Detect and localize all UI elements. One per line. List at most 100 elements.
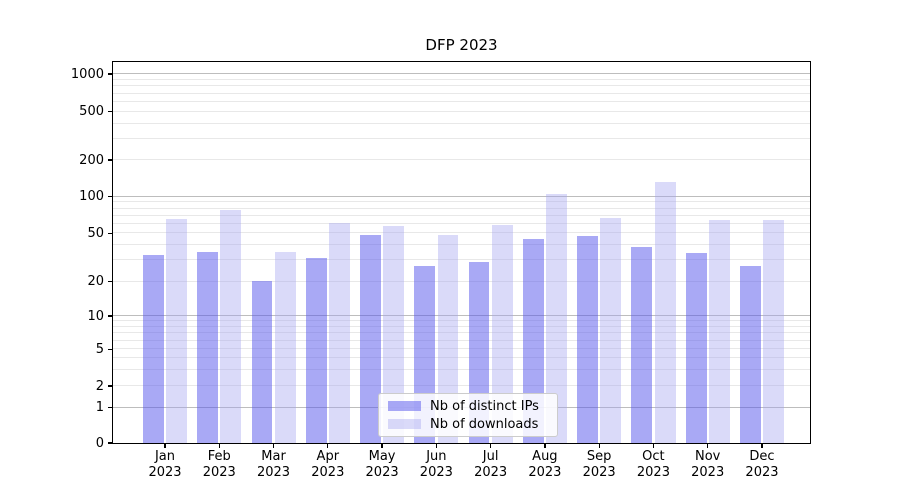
gridline-minor	[112, 348, 810, 350]
gridline-major	[112, 315, 810, 317]
gridline-minor	[112, 244, 810, 246]
x-tick-label-month: Jul	[482, 449, 499, 464]
x-tick-mark	[761, 443, 763, 449]
x-tick-label-year: 2023	[365, 464, 399, 480]
gridline-minor	[112, 137, 810, 139]
x-tick-label-month: Sep	[586, 449, 612, 464]
x-tick-label-month: Feb	[207, 449, 231, 464]
gridline-major	[112, 195, 810, 197]
gridline-minor	[112, 207, 810, 209]
x-tick-label: Jul 2023	[459, 449, 523, 480]
y-tick-mark	[107, 385, 113, 387]
x-tick-label: Nov 2023	[676, 449, 740, 480]
x-tick-label: Oct 2023	[621, 449, 685, 480]
bar-distinct-ips-jan	[142, 254, 164, 443]
x-tick-label-year: 2023	[256, 464, 291, 480]
x-tick-mark	[707, 443, 709, 449]
bar-downloads-apr	[328, 223, 350, 443]
x-tick-mark	[544, 443, 546, 449]
x-tick-label-year: 2023	[528, 464, 562, 480]
bar-downloads-sep	[600, 217, 622, 443]
gridline-minor	[112, 214, 810, 216]
bar-downloads-jun	[437, 235, 459, 443]
gridline-minor	[112, 222, 810, 224]
gridline-minor	[112, 385, 810, 387]
x-tick-label: Dec 2023	[730, 449, 794, 480]
x-tick-label: Mar 2023	[242, 449, 306, 480]
bar-downloads-feb	[220, 210, 242, 443]
y-tick-mark	[107, 442, 113, 444]
bar-distinct-ips-feb	[197, 251, 219, 443]
bar-downloads-aug	[546, 193, 567, 443]
bar-distinct-ips-sep	[577, 236, 599, 443]
y-tick-label: 0	[95, 435, 104, 451]
x-tick-label-year: 2023	[148, 464, 182, 480]
y-tick-label: 200	[79, 152, 104, 168]
bar-downloads-jul	[491, 225, 513, 443]
legend-row-distinct-ips: Nb of distinct IPs	[388, 399, 548, 414]
gridline-minor	[112, 320, 810, 322]
y-tick-mark	[107, 281, 113, 283]
bar-distinct-ips-apr	[305, 258, 327, 443]
x-tick-label-year: 2023	[745, 464, 779, 480]
bar-downloads-dec	[763, 219, 785, 443]
legend: Nb of distinct IPs Nb of downloads	[378, 393, 558, 437]
gridline-minor	[112, 159, 810, 161]
gridline-minor	[112, 280, 810, 282]
x-tick-label-year: 2023	[636, 464, 670, 480]
y-tick-label: 50	[87, 225, 104, 241]
x-tick-mark	[272, 443, 275, 449]
x-tick-label: May 2023	[350, 449, 414, 480]
y-tick-label: 10	[87, 308, 104, 324]
x-tick-label-month: Apr	[316, 449, 340, 464]
y-tick-label: 2	[95, 378, 104, 394]
x-tick-label-year: 2023	[311, 464, 345, 480]
gridline-minor	[112, 85, 810, 87]
bar-distinct-ips-aug	[522, 238, 544, 443]
legend-label-distinct-ips: Nb of distinct IPs	[430, 398, 539, 414]
gridline-minor	[112, 232, 810, 234]
bar-downloads-jan	[166, 219, 188, 443]
y-tick-label: 20	[87, 274, 104, 290]
x-tick-label: Apr 2023	[296, 449, 360, 480]
bar-distinct-ips-may	[360, 235, 381, 443]
x-tick-label-month: Jun	[426, 449, 447, 464]
gridline-minor	[112, 122, 810, 124]
x-tick-label-month: May	[368, 449, 396, 464]
gridline-minor	[112, 201, 810, 203]
x-tick-mark	[164, 443, 166, 449]
y-tick-mark	[107, 348, 113, 350]
bar-downloads-mar	[274, 251, 296, 443]
y-tick-mark	[107, 196, 113, 198]
gridline-minor	[112, 339, 810, 341]
x-tick-label-month: Nov	[695, 449, 721, 464]
y-tick-label: 500	[79, 104, 104, 120]
x-tick-mark	[652, 443, 655, 449]
y-tick-mark	[107, 159, 113, 161]
bar-downloads-oct	[654, 181, 676, 443]
legend-label-downloads: Nb of downloads	[430, 416, 539, 432]
bar-downloads-nov	[708, 219, 730, 443]
y-tick-mark	[107, 111, 113, 113]
gridline-minor	[112, 332, 810, 334]
x-tick-mark	[327, 443, 329, 449]
y-tick-label: 5	[95, 341, 104, 357]
legend-swatch-downloads	[388, 419, 421, 429]
x-tick-label-month: Oct	[642, 449, 665, 464]
y-tick-label: 100	[79, 189, 104, 205]
y-tick-mark	[107, 315, 113, 317]
x-tick-label-year: 2023	[202, 464, 236, 480]
gridline-minor	[112, 110, 810, 112]
y-tick-label: 1	[95, 400, 104, 416]
x-tick-label: Jun 2023	[404, 449, 468, 480]
gridline-minor	[112, 100, 810, 102]
bar-downloads-may	[383, 226, 405, 443]
bar-distinct-ips-dec	[739, 265, 761, 443]
y-tick-mark	[107, 232, 113, 234]
x-tick-label-month: Jan	[154, 449, 176, 464]
x-tick-label-year: 2023	[582, 464, 616, 480]
y-tick-mark	[107, 407, 113, 409]
x-tick-label-month: Aug	[532, 449, 558, 464]
plot-area	[111, 60, 811, 444]
